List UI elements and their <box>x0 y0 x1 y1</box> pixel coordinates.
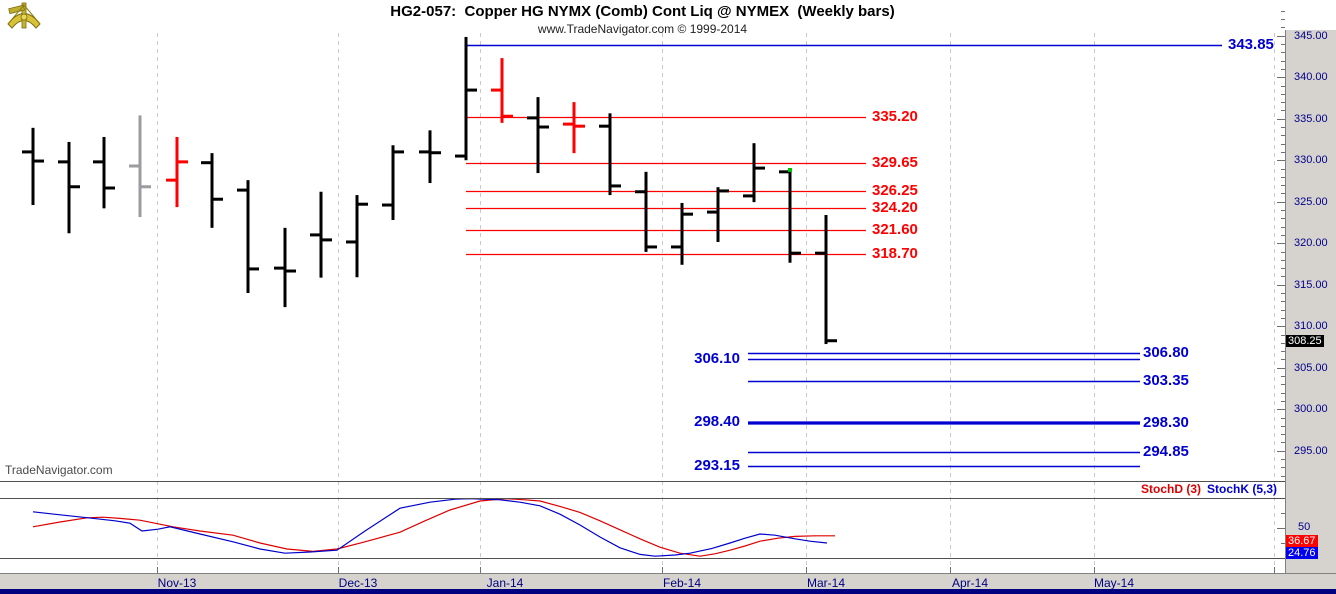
close-tick <box>538 125 549 129</box>
ohlc-bar-17 <box>608 113 612 196</box>
close-tick <box>104 186 115 190</box>
open-tick <box>274 266 285 270</box>
open-tick <box>310 233 321 237</box>
close-tick <box>248 267 259 271</box>
open-tick <box>455 154 466 158</box>
open-tick <box>527 116 538 120</box>
open-tick <box>779 170 790 174</box>
close-tick <box>393 150 404 154</box>
close-tick <box>430 151 441 155</box>
horizontal-scrollbar[interactable] <box>0 589 1336 594</box>
date-axis-strip <box>0 574 1336 590</box>
close-tick <box>826 339 837 343</box>
open-tick <box>201 161 212 165</box>
open-tick <box>58 160 69 164</box>
tradenavigator-logo-icon <box>7 2 41 29</box>
open-tick <box>815 251 826 255</box>
ohlc-bar-7 <box>246 180 250 294</box>
close-tick <box>466 88 477 92</box>
open-tick <box>419 150 430 154</box>
open-tick <box>237 188 248 192</box>
ohlc-bar-6 <box>210 153 214 228</box>
close-tick <box>33 159 44 163</box>
ohlc-bar-22 <box>788 171 792 263</box>
ohlc-bar-5 <box>175 136 179 208</box>
open-tick <box>599 124 610 128</box>
open-tick <box>93 160 104 164</box>
open-tick <box>635 190 646 194</box>
ohlc-bar-12 <box>428 130 432 184</box>
open-tick <box>707 210 718 214</box>
close-tick <box>754 166 765 170</box>
close-tick <box>285 269 296 273</box>
close-tick <box>177 160 188 164</box>
open-tick <box>382 203 393 207</box>
open-tick <box>346 240 357 244</box>
close-tick <box>610 184 621 188</box>
ohlc-bar-10 <box>355 195 359 278</box>
close-tick <box>718 189 729 193</box>
close-tick <box>574 124 585 128</box>
open-tick <box>166 178 177 182</box>
ohlc-bar-1 <box>31 127 35 206</box>
close-tick <box>790 251 801 255</box>
close-tick <box>682 212 693 216</box>
close-tick <box>140 185 151 189</box>
open-tick <box>563 122 574 126</box>
green-marker <box>788 168 792 172</box>
ohlc-bar-19 <box>680 202 684 265</box>
close-tick <box>502 114 513 118</box>
open-tick <box>491 88 502 92</box>
ohlc-bar-18 <box>644 171 648 252</box>
open-tick <box>671 245 682 249</box>
ohlc-bar-15 <box>536 97 540 174</box>
open-tick <box>22 150 33 154</box>
stochk-line <box>32 497 828 557</box>
ohlc-bar-3 <box>102 136 106 209</box>
open-tick <box>129 164 140 168</box>
open-tick <box>743 194 754 198</box>
ohlc-bar-20 <box>716 187 720 242</box>
ohlc-bar-13 <box>464 36 468 161</box>
ohlc-bar-21 <box>752 143 756 203</box>
close-tick <box>646 245 657 249</box>
close-tick <box>357 202 368 206</box>
close-tick <box>212 197 223 201</box>
close-tick <box>321 238 332 242</box>
ohlc-bar-23 <box>824 214 828 345</box>
close-tick <box>69 185 80 189</box>
ohlc-bar-11 <box>391 145 395 220</box>
price-axis-strip[interactable] <box>1285 30 1336 589</box>
